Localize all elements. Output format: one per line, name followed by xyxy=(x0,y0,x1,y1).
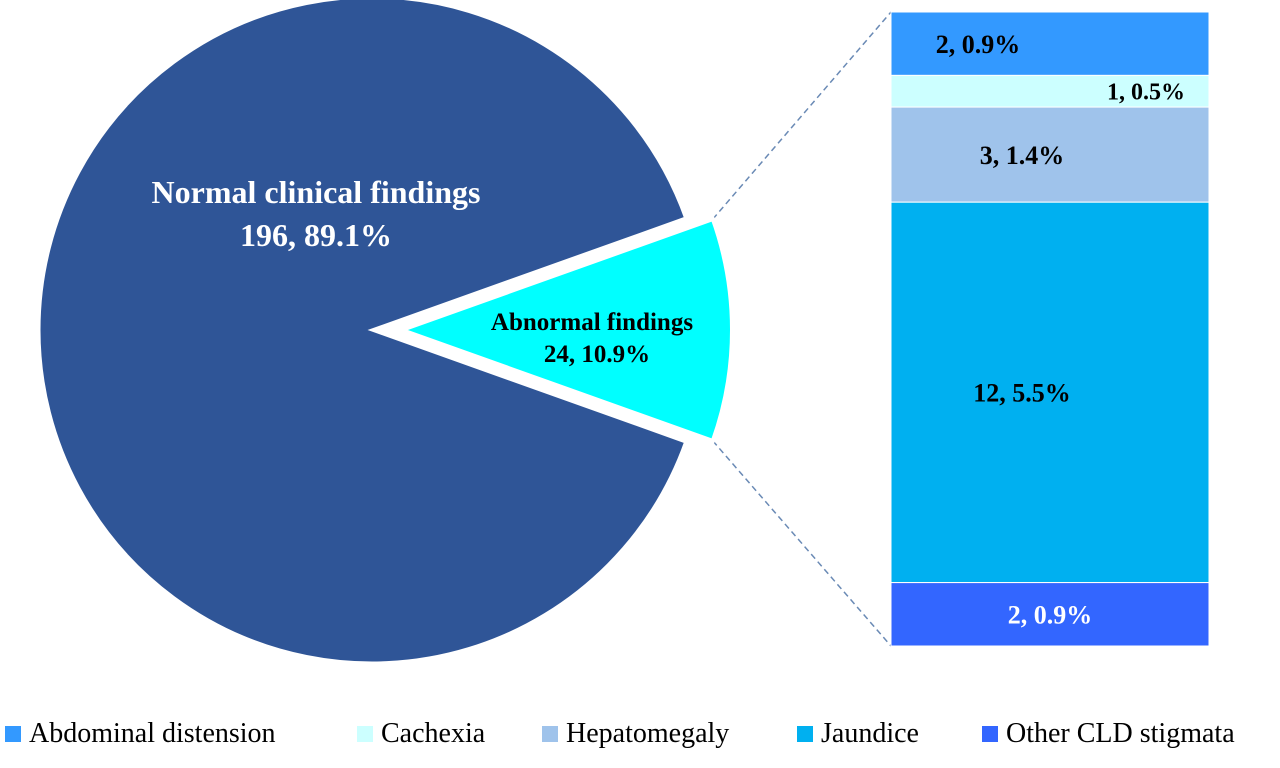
legend-swatch-abdominal-distension xyxy=(5,726,21,742)
bar-segment-cachexia xyxy=(890,74,1210,108)
legend-swatch-cachexia xyxy=(357,726,373,742)
legend-label-other-cld-stigmata: Other CLD stigmata xyxy=(1006,718,1235,749)
bar-segment-abdominal-distension xyxy=(890,11,1210,76)
connector-top xyxy=(712,11,892,220)
legend-swatch-other-cld-stigmata xyxy=(982,726,998,742)
pie-label-normal-name: Normal clinical findings xyxy=(152,174,481,210)
pie-slice-abnormal xyxy=(396,216,734,444)
legend-label-jaundice: Jaundice xyxy=(821,718,919,749)
connector-lines xyxy=(712,11,892,647)
bar-label-cachexia: 1, 0.5% xyxy=(1107,80,1185,106)
legend-label-cachexia: Cachexia xyxy=(381,718,486,749)
connector-bottom xyxy=(712,440,892,647)
bar-label-hepatomegaly: 3, 1.4% xyxy=(980,141,1065,170)
pie-label-abnormal-name: Abnormal findings xyxy=(491,309,693,336)
bar-label-other-cld-stigmata: 2, 0.9% xyxy=(1008,600,1093,629)
bar-label-abdominal-distension: 2, 0.9% xyxy=(936,30,1021,59)
pie-slice-normal xyxy=(37,0,688,665)
bar-segment-other-cld-stigmata xyxy=(890,582,1210,647)
pie-label-abnormal-value: 24, 10.9% xyxy=(544,341,650,368)
legend-swatch-jaundice xyxy=(797,726,813,742)
bar-label-jaundice: 12, 5.5% xyxy=(973,379,1071,408)
legend-swatch-hepatomegaly xyxy=(542,726,558,742)
legend-label-hepatomegaly: Hepatomegaly xyxy=(566,718,729,749)
stacked-bar: 2, 0.9% 1, 0.5% 3, 1.4% 12, 5.5% 2, 0.9% xyxy=(890,11,1210,647)
legend: Abdominal distension Cachexia Hepatomegaly… xyxy=(5,718,1235,749)
bar-segment-jaundice xyxy=(890,201,1210,584)
pie-label-normal-value: 196, 89.1% xyxy=(240,217,392,253)
legend-label-abdominal-distension: Abdominal distension xyxy=(29,718,276,749)
pie-chart: Normal clinical findings 196, 89.1% Abnorm… xyxy=(37,0,734,665)
